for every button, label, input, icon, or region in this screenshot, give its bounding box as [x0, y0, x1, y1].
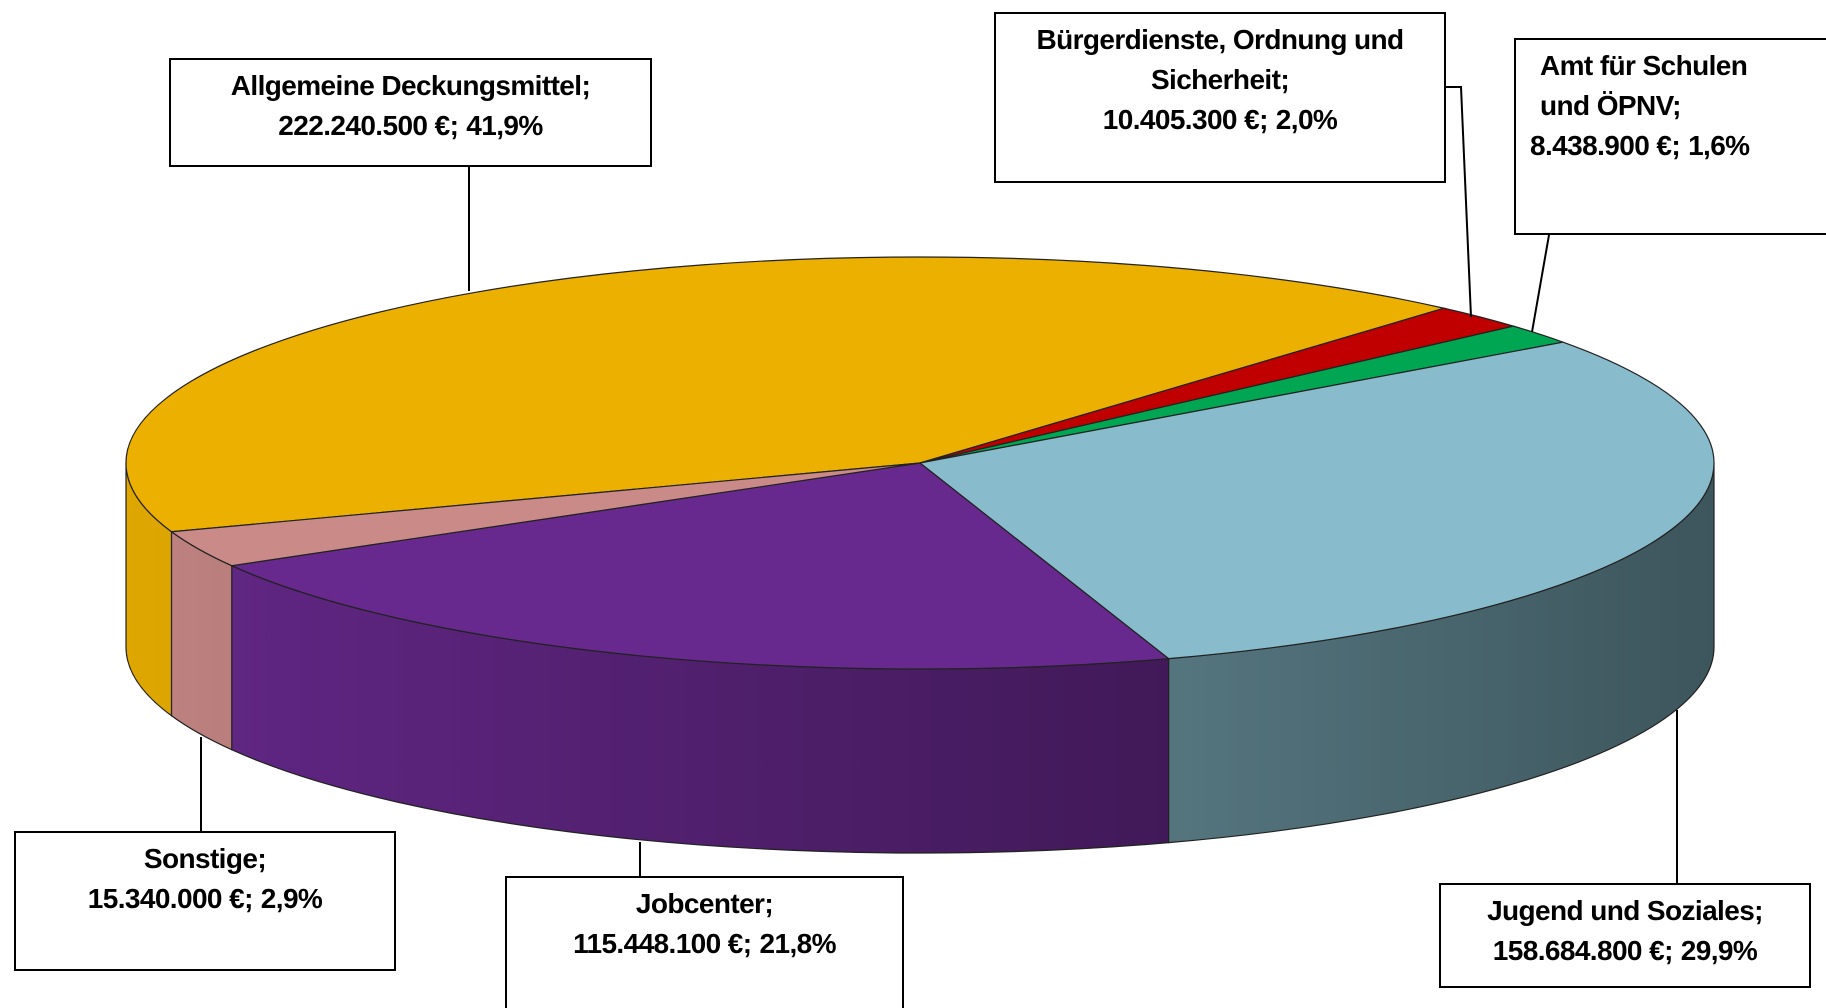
value-label: 158.684.800 € [1492, 935, 1665, 966]
separator: ; [742, 928, 752, 959]
slice [918, 341, 1715, 660]
category-name: Allgemeine Deckungsmittel [230, 70, 582, 101]
label-value-line: 115.448.100 €; 21,8% [515, 924, 894, 964]
separator: ; [1672, 90, 1681, 121]
category-name: Jugend und Soziales [1487, 895, 1755, 926]
label-name-line: Amt für Schulen und ÖPNV; [1540, 46, 1780, 126]
label-name-line: Allgemeine Deckungsmittel; [179, 66, 642, 106]
category-name: Sonstige [143, 843, 258, 874]
label-value-line: 8.438.900 €; 1,6% [1530, 126, 1822, 166]
separator: ; [257, 843, 267, 874]
label-value-line: 222.240.500 €; 41,9% [179, 106, 642, 146]
label-value-line: 10.405.300 €; 2,0% [1004, 100, 1436, 140]
label-name-line: Jugend und Soziales; [1449, 891, 1801, 931]
slice [229, 462, 1171, 670]
separator: ; [1664, 935, 1673, 966]
percentage-label: 21,8% [759, 928, 837, 959]
value-label: 15.340.000 € [87, 883, 245, 914]
label-value-line: 15.340.000 €; 2,9% [24, 879, 386, 919]
percentage-label: 2,0% [1275, 104, 1338, 135]
label-name-line: Sonstige; [24, 839, 386, 879]
value-label: 222.240.500 € [278, 110, 450, 141]
category-name: Bürgerdienste, Ordnung und Sicherheit [1036, 24, 1404, 95]
separator: ; [244, 883, 253, 914]
data-label: Jugend und Soziales; 158.684.800 €; 29,9% [1439, 883, 1811, 988]
value-label: 115.448.100 € [573, 928, 743, 959]
value-label: 8.438.900 € [1530, 130, 1672, 161]
separator: ; [449, 110, 459, 141]
data-label: Amt für Schulen und ÖPNV; 8.438.900 €; 1,6… [1514, 38, 1826, 235]
percentage-label: 1,6% [1688, 130, 1750, 161]
label-name-line: Bürgerdienste, Ordnung und Sicherheit; [1005, 20, 1435, 100]
percentage-label: 29,9% [1680, 935, 1758, 966]
percentage-label: 41,9% [466, 110, 543, 141]
separator: ; [1259, 104, 1268, 135]
separator: ; [764, 888, 774, 919]
data-label: Bürgerdienste, Ordnung und Sicherheit; 10… [994, 12, 1446, 183]
slice [169, 462, 921, 567]
separator: ; [1671, 130, 1681, 161]
leader-line [1446, 86, 1472, 318]
category-name: Jobcenter [635, 888, 765, 919]
separator: ; [581, 70, 591, 101]
data-label: Allgemeine Deckungsmittel; 222.240.500 €;… [169, 58, 652, 167]
separator: ; [1280, 64, 1290, 95]
data-label: Sonstige; 15.340.000 €; 2,9% [14, 831, 396, 971]
value-label: 10.405.300 € [1102, 104, 1260, 135]
percentage-label: 2,9% [260, 883, 323, 914]
label-name-line: Jobcenter; [515, 884, 894, 924]
data-label: Jobcenter; 115.448.100 €; 21,8% [505, 876, 904, 1008]
category-name: Amt für Schulen und ÖPNV [1540, 50, 1748, 121]
slice-side [170, 530, 233, 751]
label-value-line: 158.684.800 €; 29,9% [1449, 931, 1801, 971]
leader-line [1531, 234, 1550, 333]
slice [125, 256, 1447, 533]
separator: ; [1754, 895, 1763, 926]
